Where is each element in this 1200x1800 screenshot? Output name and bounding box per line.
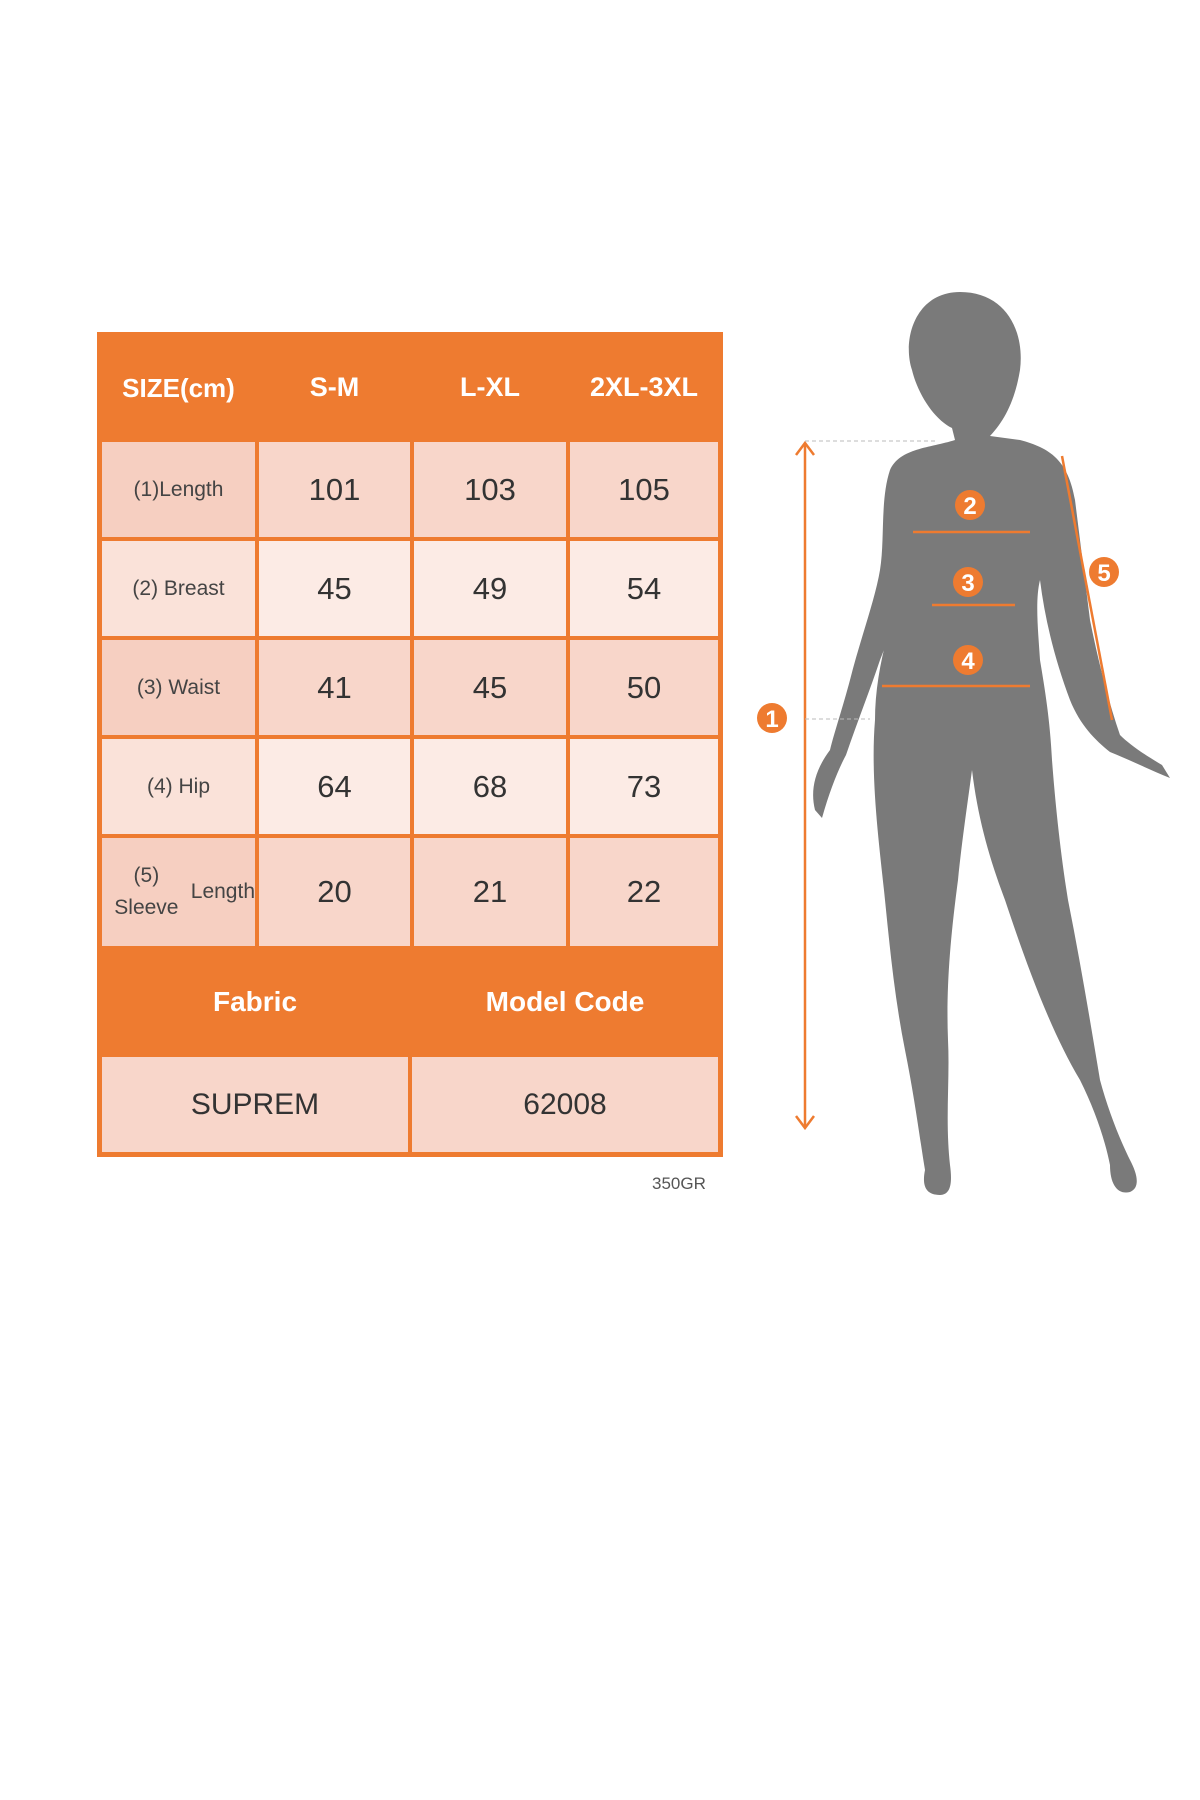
measurement-lines: [795, 440, 1114, 1131]
cell-value: 103: [412, 440, 568, 539]
weight-note: 350GR: [652, 1174, 706, 1193]
header-size-cm: SIZE (cm): [100, 335, 257, 440]
row-label: (2) Breast: [100, 539, 257, 638]
svg-text:4: 4: [961, 648, 975, 675]
header-s-m: S-M: [257, 335, 412, 440]
header-l-xl: L-XL: [412, 335, 568, 440]
marker-badge-2: 2: [955, 490, 985, 520]
cell-value: 49: [412, 539, 568, 638]
row-label: (5) Sleeve Length: [100, 836, 257, 948]
header-row: SIZE (cm) S-M L-XL 2XL-3XL: [100, 335, 720, 440]
model-code-header: Model Code: [410, 948, 720, 1055]
table-row: (1)Length 101 103 105: [100, 440, 720, 539]
table-row: (4) Hip 64 68 73: [100, 737, 720, 836]
footer-value-row: SUPREM 62008: [100, 1055, 720, 1154]
table-row: (3) Waist 41 45 50: [100, 638, 720, 737]
table-row: (2) Breast 45 49 54: [100, 539, 720, 638]
svg-text:1: 1: [765, 706, 778, 733]
cell-value: 20: [257, 836, 412, 948]
header-2xl-3xl: 2XL-3XL: [568, 335, 720, 440]
marker-badge-5: 5: [1089, 557, 1119, 587]
cell-value: 45: [257, 539, 412, 638]
cell-value: 41: [257, 638, 412, 737]
cell-value: 105: [568, 440, 720, 539]
fabric-header: Fabric: [100, 948, 410, 1055]
size-chart-table: SIZE (cm) S-M L-XL 2XL-3XL (1)Length 101 …: [97, 332, 723, 1157]
marker-badge-3: 3: [953, 567, 983, 597]
cell-value: 45: [412, 638, 568, 737]
svg-text:2: 2: [963, 493, 976, 520]
marker-badge-4: 4: [953, 645, 983, 675]
cell-value: 64: [257, 737, 412, 836]
svg-text:3: 3: [961, 570, 974, 597]
cell-value: 22: [568, 836, 720, 948]
marker-badge-1: 1: [757, 703, 787, 733]
row-label-line: (5) Sleeve: [114, 864, 179, 919]
cell-value: 50: [568, 638, 720, 737]
footer-header-row: Fabric Model Code: [100, 948, 720, 1055]
cell-value: 68: [412, 737, 568, 836]
cell-value: 21: [412, 836, 568, 948]
row-label-line: Length: [190, 880, 255, 903]
header-size-line: SIZE: [122, 372, 180, 403]
model-code-value: 62008: [410, 1055, 720, 1154]
row-label: (3) Waist: [100, 638, 257, 737]
svg-text:5: 5: [1097, 560, 1110, 587]
cell-value: 54: [568, 539, 720, 638]
row-label: (4) Hip: [100, 737, 257, 836]
silhouette-icon: [813, 292, 1170, 1195]
fabric-value: SUPREM: [100, 1055, 410, 1154]
row-label: (1)Length: [100, 440, 257, 539]
table-row: (5) Sleeve Length 20 21 22: [100, 836, 720, 948]
cell-value: 73: [568, 737, 720, 836]
header-unit-line: (cm): [179, 372, 235, 403]
cell-value: 101: [257, 440, 412, 539]
